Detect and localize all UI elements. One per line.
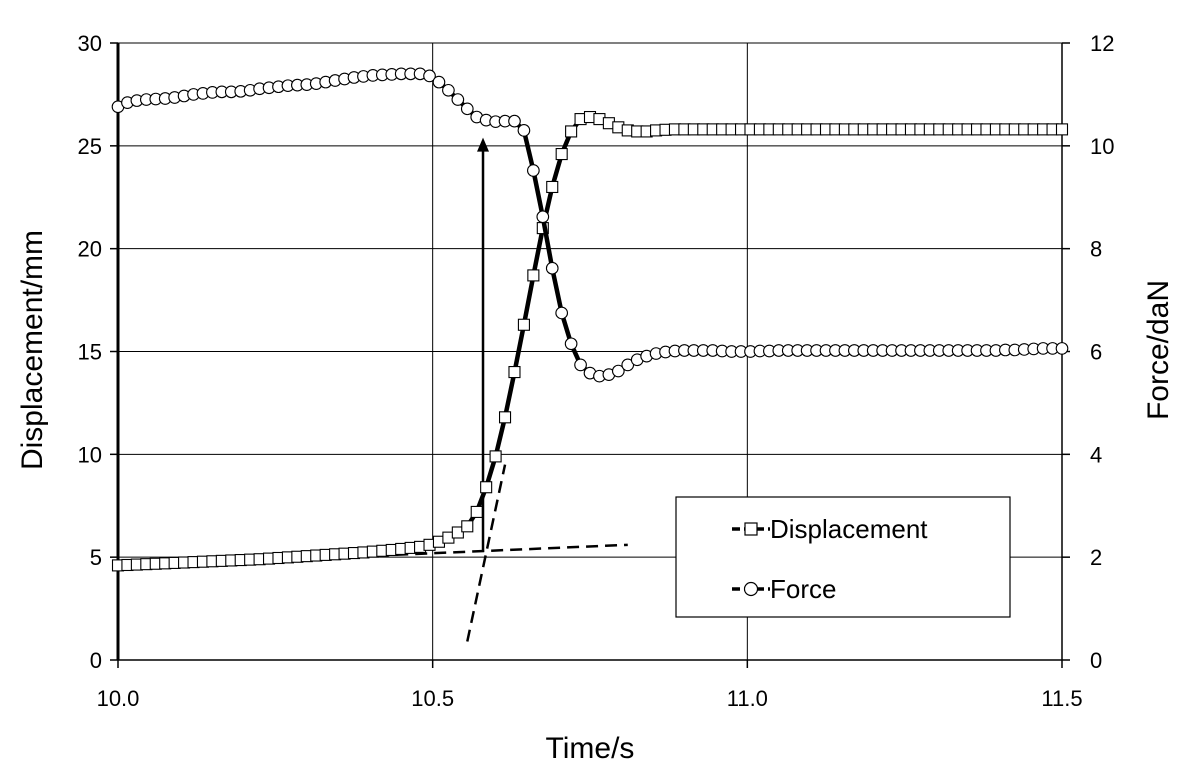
arrow-head — [477, 137, 490, 152]
y-tick-label: 25 — [78, 134, 102, 159]
y2-tick-label: 10 — [1090, 134, 1114, 159]
force-point — [611, 364, 625, 378]
displacement-point — [498, 411, 512, 424]
force-point — [1055, 342, 1069, 355]
y2-tick-label: 4 — [1090, 442, 1102, 467]
force-point — [574, 358, 587, 372]
force-point — [555, 306, 569, 320]
x-axis-title: Time/s — [546, 732, 635, 765]
legend-item-displacement: Displacement — [732, 514, 928, 544]
legend-marker-circle — [743, 581, 759, 597]
displacement-point — [527, 269, 540, 282]
displacement-point — [508, 366, 521, 379]
force-point — [536, 210, 550, 224]
legend-marker-square — [744, 522, 758, 536]
y2-tick-label: 2 — [1090, 545, 1102, 570]
displacement-point — [517, 318, 530, 331]
y-tick-label: 10 — [78, 442, 102, 467]
legend-item-force: Force — [732, 574, 836, 604]
dashed-construction-line — [466, 464, 507, 642]
y2-tick-label: 6 — [1090, 340, 1102, 365]
x-tick-label: 11.5 — [1041, 686, 1082, 711]
displacement-point — [480, 481, 493, 494]
tick-labels: 0 5 10 15 20 25 30 10.0 10.5 11.0 11.5 0 2 4 6 8 10 12 — [78, 31, 1115, 711]
x-tick-label: 10.5 — [411, 686, 454, 711]
displacement-point — [546, 180, 559, 194]
force-point — [527, 164, 540, 177]
y2-tick-label: 12 — [1090, 31, 1114, 56]
force-point — [517, 124, 531, 137]
displacement-point — [565, 125, 578, 138]
force-point — [564, 337, 578, 351]
y-tick-label: 0 — [90, 648, 102, 673]
y-tick-label: 15 — [78, 340, 102, 365]
displacement-point — [1055, 123, 1069, 136]
force-point — [508, 114, 521, 128]
series-layer — [111, 67, 1069, 572]
y2-tick-label: 8 — [1090, 237, 1102, 262]
legend-box — [675, 496, 1011, 618]
force-point — [442, 83, 455, 97]
y-tick-label: 20 — [78, 237, 102, 262]
legend-label-displacement: Displacement — [770, 514, 928, 544]
y-tick-label: 30 — [78, 31, 102, 56]
legend: Displacement Force — [675, 496, 1011, 618]
x-tick-label: 11.0 — [727, 686, 768, 711]
force-point — [432, 75, 446, 89]
y-axis-title: Displacement/mm — [16, 230, 49, 470]
displacement-point — [461, 520, 474, 533]
force-point — [451, 93, 465, 106]
y-tick-label: 5 — [90, 545, 102, 570]
displacement-point — [470, 505, 483, 518]
x-tick-label: 10.0 — [97, 686, 140, 711]
displacement-point — [555, 148, 568, 161]
force-point — [460, 102, 474, 116]
y2-axis-title: Force/daN — [1142, 280, 1175, 420]
displacement-point — [489, 450, 502, 463]
displacement-point — [451, 526, 464, 539]
force-point — [423, 69, 436, 83]
y2-tick-label: 0 — [1090, 648, 1102, 673]
force-point — [545, 261, 559, 275]
legend-label-force: Force — [770, 574, 836, 604]
